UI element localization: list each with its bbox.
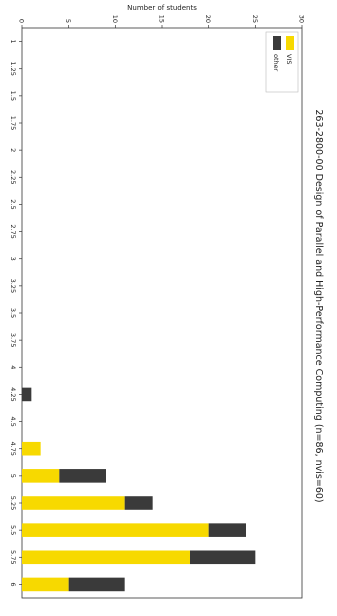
bar-other-5_75: [190, 550, 256, 565]
bar-other-5_5: [208, 523, 246, 537]
y-tick-label: 30: [298, 15, 306, 23]
plot-area: 0 5 10 15 20 25 30 1 1.25 1.5 1.75 2 2.25 2.5 2.75 3 3.2…: [9, 15, 306, 599]
x-tick-label: 1: [9, 40, 17, 44]
x-tick-label: 4.75: [9, 441, 17, 455]
bar-vis-4_75: [21, 441, 41, 456]
x-tick-label: 2.5: [9, 199, 17, 209]
x-tick-label: 2.75: [9, 224, 17, 238]
legend-swatch-vis: [286, 36, 294, 50]
x-tick-label: 2.25: [9, 170, 17, 184]
bar-vis-5_25: [22, 496, 125, 510]
bar-vis-5_75: [22, 550, 190, 565]
x-tick-label: 2: [9, 148, 17, 152]
y-axis-label: Number of students: [127, 4, 197, 12]
x-tick-label: 3.75: [9, 333, 17, 347]
x-tick-label: 5.5: [9, 525, 17, 535]
y-tick-label: 0: [18, 19, 26, 23]
bar-vis-6: [21, 577, 69, 592]
y-tick-label: 25: [251, 15, 259, 23]
plot-frame: [21, 27, 303, 599]
x-tick-label: 3: [9, 257, 17, 261]
y-tick-label: 15: [158, 15, 166, 23]
bar-other-5_25: [124, 496, 153, 510]
legend-label-vis: VIS: [285, 54, 293, 65]
y-tick-label: 10: [111, 15, 119, 23]
y-tick-label: 20: [204, 15, 212, 23]
bar-other-5: [59, 469, 106, 483]
bar-vis-5: [22, 469, 60, 483]
x-tick-label: 5.25: [9, 496, 17, 510]
legend: VIS other: [265, 31, 299, 93]
x-tick-label: 1.5: [9, 91, 17, 101]
x-tick-label: 4.25: [9, 387, 17, 401]
x-tick-label: 3.5: [9, 308, 17, 318]
x-tick-label: 4: [9, 365, 17, 369]
x-tick-label: 4.5: [9, 416, 17, 426]
x-tick-label: 5: [9, 474, 17, 478]
bar-other-4_25: [22, 387, 32, 402]
legend-swatch-other: [273, 36, 281, 50]
x-tick-label: 6: [9, 582, 17, 586]
chart-title: 263-2800-00 Design of Parallel and High-…: [313, 109, 324, 502]
bar-other-6: [68, 577, 125, 592]
y-tick-label: 5: [64, 19, 72, 23]
legend-label-other: other: [272, 54, 280, 72]
x-tick-label: 1.75: [9, 116, 17, 130]
x-tick-label: 1.25: [9, 61, 17, 75]
bar-vis-5_5: [22, 523, 209, 537]
x-tick-label: 3.25: [9, 279, 17, 293]
x-tick-label: 5.75: [9, 550, 17, 564]
